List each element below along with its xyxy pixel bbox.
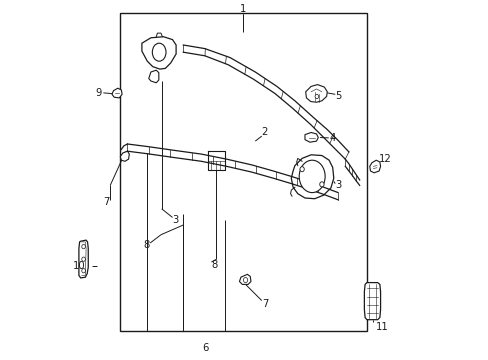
Text: 10: 10: [72, 261, 85, 271]
Text: 12: 12: [379, 154, 391, 164]
Text: 11: 11: [375, 322, 387, 332]
Polygon shape: [239, 274, 250, 284]
Bar: [120, 13, 366, 331]
Ellipse shape: [81, 269, 85, 273]
Polygon shape: [369, 160, 380, 173]
Text: 5: 5: [335, 91, 341, 102]
Text: 9: 9: [95, 88, 102, 98]
Polygon shape: [112, 88, 122, 98]
Ellipse shape: [81, 257, 85, 261]
Ellipse shape: [299, 160, 325, 193]
Text: 4: 4: [328, 133, 335, 143]
Text: 6: 6: [202, 343, 208, 353]
Text: 3: 3: [335, 180, 341, 190]
Polygon shape: [142, 37, 176, 69]
Text: 7: 7: [262, 299, 268, 309]
Polygon shape: [364, 283, 380, 320]
Text: 3: 3: [172, 215, 178, 225]
Text: 8: 8: [211, 260, 218, 270]
Text: 8: 8: [143, 240, 149, 250]
Ellipse shape: [299, 167, 304, 172]
Ellipse shape: [314, 94, 318, 99]
Text: 1: 1: [239, 4, 245, 14]
Polygon shape: [305, 132, 318, 142]
Ellipse shape: [152, 43, 166, 61]
Polygon shape: [120, 151, 129, 161]
Polygon shape: [148, 70, 159, 83]
Text: 2: 2: [261, 127, 267, 138]
Polygon shape: [79, 240, 88, 278]
Text: 7: 7: [102, 197, 109, 207]
Polygon shape: [291, 155, 333, 199]
Ellipse shape: [319, 182, 324, 187]
Polygon shape: [305, 85, 326, 102]
Ellipse shape: [81, 244, 85, 249]
Ellipse shape: [243, 278, 247, 283]
